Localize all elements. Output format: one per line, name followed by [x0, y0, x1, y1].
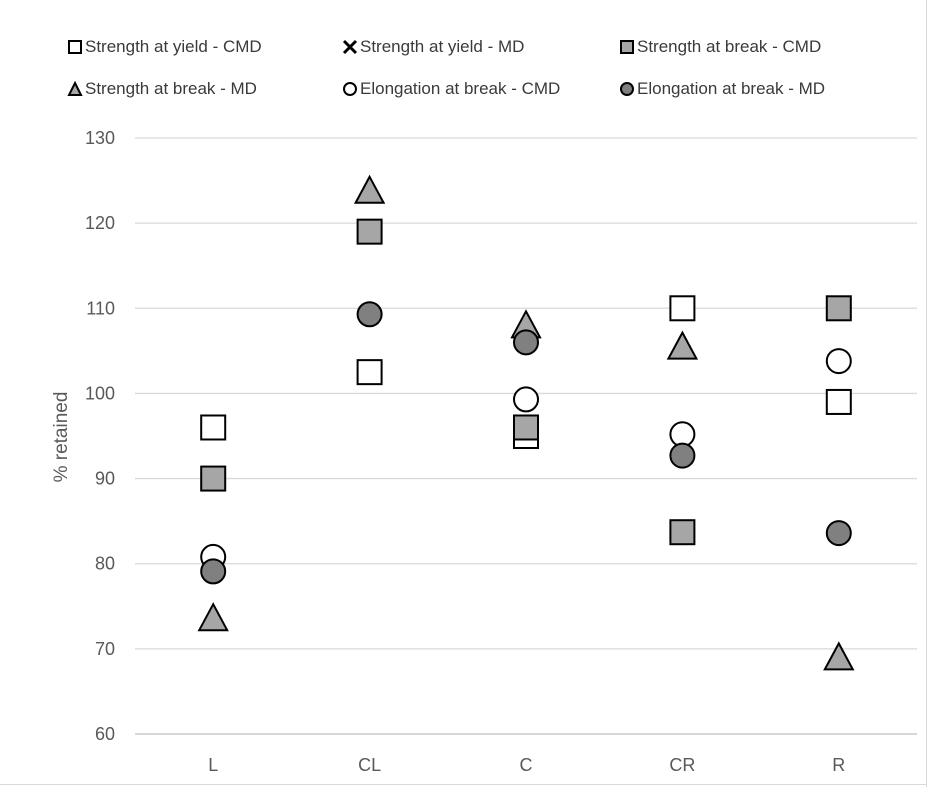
- y-tick-label: 90: [95, 469, 115, 489]
- legend: Strength at yield - CMD Strength at yiel…: [0, 0, 929, 110]
- data-point-square: [825, 295, 852, 322]
- x-tick-label: R: [832, 755, 845, 775]
- legend-item-strength-yield-cmd: Strength at yield - CMD: [67, 37, 262, 57]
- data-point-triangle: [666, 330, 699, 360]
- y-tick-label: 130: [85, 128, 115, 148]
- data-point-triangle: [197, 602, 229, 632]
- frame-bottom-edge: [0, 784, 927, 785]
- y-axis-title: % retained: [51, 392, 72, 483]
- y-tick-label: 60: [95, 724, 115, 744]
- x-tick-label: C: [520, 755, 533, 775]
- data-markers: [197, 174, 855, 671]
- y-tick-label: 110: [86, 298, 115, 318]
- gridlines: [135, 137, 917, 735]
- legend-marker-square-white: [68, 40, 82, 54]
- data-point-circle: [513, 386, 539, 413]
- x-tick-label: CL: [358, 755, 381, 775]
- data-point-square: [200, 465, 227, 492]
- legend-item-elongation-md: Elongation at break - MD: [619, 79, 825, 99]
- data-point-circle: [825, 520, 852, 547]
- y-tick-label: 80: [95, 554, 115, 574]
- legend-item-elongation-cmd: Elongation at break - CMD: [342, 79, 560, 99]
- data-point-circle: [356, 301, 383, 328]
- legend-marker-triangle: [67, 81, 83, 96]
- data-point-triangle: [353, 174, 386, 204]
- legend-marker-circle-gray: [620, 82, 634, 96]
- legend-label: Strength at break - CMD: [637, 37, 822, 56]
- data-point-square: [200, 414, 227, 441]
- legend-marker-x: [342, 39, 358, 55]
- data-point-circle: [200, 558, 227, 585]
- legend-label: Strength at break - MD: [85, 79, 257, 98]
- y-tick-label: 120: [85, 213, 115, 233]
- legend-label: Elongation at break - CMD: [360, 79, 561, 98]
- data-point-square: [356, 359, 383, 386]
- x-tick-labels: L CL C CR R: [208, 755, 845, 775]
- x-tick-label: CR: [669, 755, 695, 775]
- data-point-square: [513, 414, 539, 441]
- legend-label: Strength at yield - MD: [360, 37, 525, 56]
- legend-label: Elongation at break - MD: [637, 79, 826, 98]
- legend-marker-square-gray: [620, 40, 634, 54]
- data-point-triangle: [823, 641, 855, 671]
- y-tick-labels: 60 70 80 90 100 110 120 130: [85, 128, 115, 744]
- legend-item-strength-break-cmd: Strength at break - CMD: [619, 37, 821, 57]
- x-tick-label: L: [208, 755, 218, 775]
- y-tick-label: 100: [85, 383, 115, 403]
- y-tick-label: 70: [95, 639, 115, 659]
- data-point-square: [669, 295, 696, 322]
- data-point-square: [669, 519, 696, 546]
- data-point-square: [825, 388, 852, 415]
- legend-item-strength-yield-md: Strength at yield - MD: [342, 37, 524, 57]
- data-point-square: [356, 218, 383, 245]
- legend-label: Strength at yield - CMD: [85, 37, 262, 56]
- legend-item-strength-break-md: Strength at break - MD: [67, 79, 257, 99]
- data-point-circle: [669, 442, 696, 469]
- legend-marker-circle-white: [343, 82, 357, 96]
- frame-right-edge: [926, 0, 927, 787]
- data-point-circle: [513, 329, 539, 356]
- data-point-circle: [825, 348, 852, 375]
